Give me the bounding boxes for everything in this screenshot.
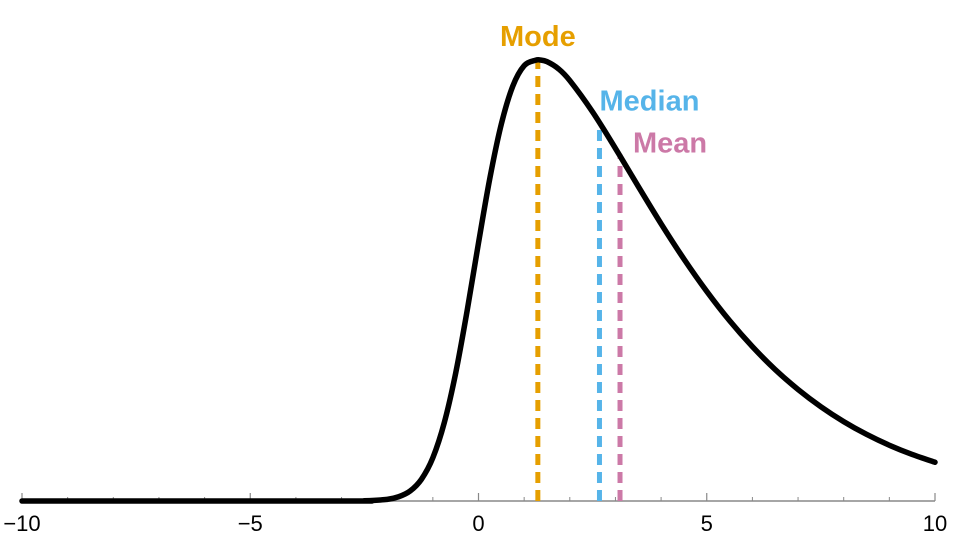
- x-tick-label: −5: [238, 511, 263, 536]
- median-label: Median: [600, 85, 700, 117]
- x-tick-label: 5: [701, 511, 713, 536]
- mean-label: Mean: [633, 127, 707, 159]
- tick-labels: −10 −5 0 5 10: [3, 511, 947, 536]
- x-tick-label: −10: [3, 511, 40, 536]
- mode-label: Mode: [500, 21, 576, 53]
- markers: [535, 60, 623, 501]
- density-curve: [19, 56, 938, 504]
- x-tick-label: 0: [472, 511, 484, 536]
- x-tick-label: 10: [923, 511, 947, 536]
- marker-labels: Mode Median Mean: [500, 21, 707, 159]
